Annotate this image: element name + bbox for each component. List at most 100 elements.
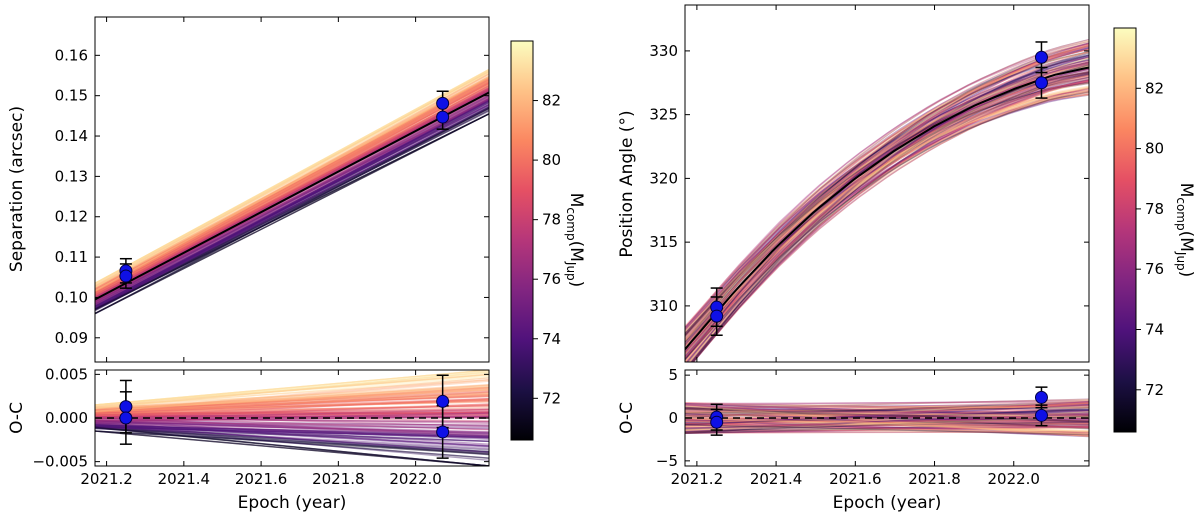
orbit-track <box>685 423 1089 435</box>
orbit-track <box>685 91 1089 331</box>
orbit-track <box>95 423 489 440</box>
orbit-track <box>95 101 489 310</box>
orbit-track <box>685 72 1089 345</box>
orbit-track <box>685 82 1089 356</box>
orbit-track <box>95 411 489 418</box>
orbit-track <box>95 420 489 428</box>
orbit-track <box>95 77 489 287</box>
orbit-track <box>95 97 489 306</box>
orbit-track <box>685 426 1089 432</box>
orbit-track <box>95 99 489 302</box>
orbit-track <box>685 66 1089 329</box>
orbit-track <box>685 59 1089 341</box>
orbit-track <box>95 70 489 284</box>
orbit-track <box>685 403 1089 424</box>
y-tick-label: 0.005 <box>45 365 88 383</box>
y-tick-label: 310 <box>649 297 678 315</box>
orbit-track <box>685 410 1089 418</box>
orbit-track <box>95 387 489 412</box>
orbit-track <box>685 404 1089 426</box>
orbit-track <box>95 412 489 422</box>
orbit-track <box>95 80 489 292</box>
orbit-track <box>95 76 489 288</box>
orbit-track <box>685 404 1089 408</box>
orbit-track <box>685 421 1089 434</box>
orbit-track <box>95 95 489 303</box>
orbit-track <box>685 54 1089 360</box>
orbit-track <box>95 422 489 448</box>
ylabel-position-angle-residuals: O-C <box>617 402 637 434</box>
orbit-track <box>685 425 1089 435</box>
orbit-track <box>685 82 1089 343</box>
orbit-track <box>95 418 489 423</box>
orbit-track <box>685 74 1089 332</box>
orbit-track <box>685 80 1089 362</box>
best-fit-line <box>685 66 1089 350</box>
orbit-track <box>685 94 1089 353</box>
orbit-track <box>95 79 489 295</box>
orbit-track <box>685 415 1089 419</box>
orbit-track <box>95 78 489 290</box>
orbit-track <box>685 407 1089 431</box>
orbit-track <box>95 412 489 415</box>
orbit-track <box>685 40 1089 346</box>
colorbar-tick-label: 82 <box>1145 79 1164 97</box>
orbit-track <box>95 88 489 293</box>
orbit-track <box>685 65 1089 329</box>
orbit-track <box>685 410 1089 429</box>
orbit-track <box>685 62 1089 339</box>
x-tick-label: 2021.4 <box>750 470 803 488</box>
best-fit-line <box>95 91 489 301</box>
orbit-track <box>95 413 489 416</box>
orbit-track <box>95 88 489 298</box>
orbit-track <box>95 384 489 412</box>
orbit-track <box>685 399 1089 417</box>
orbit-track <box>685 70 1089 354</box>
colorbar-tick-label: 72 <box>542 389 561 407</box>
orbit-track <box>95 75 489 287</box>
orbit-track <box>95 97 489 304</box>
best-fit-separation <box>95 91 489 301</box>
orbit-track <box>685 78 1089 336</box>
orbit-track <box>685 399 1089 409</box>
orbit-track <box>685 76 1089 345</box>
orbit-track <box>685 89 1089 359</box>
y-tick-label: 325 <box>649 106 678 124</box>
orbit-track <box>95 370 489 406</box>
orbit-track <box>685 414 1089 422</box>
orbit-track <box>685 404 1089 413</box>
orbit-track <box>95 76 489 293</box>
orbit-track <box>95 99 489 308</box>
orbit-track <box>692 73 1089 362</box>
orbit-track <box>95 389 489 413</box>
orbit-track <box>685 411 1089 431</box>
orbit-track <box>685 423 1089 433</box>
orbit-track <box>685 47 1089 333</box>
orbit-track <box>685 402 1089 434</box>
orbit-track <box>685 94 1089 332</box>
colorbar-tick-label: 82 <box>542 92 561 110</box>
orbit-track <box>685 406 1089 414</box>
orbit-track <box>685 47 1089 360</box>
colorbar-right: 72 74 76 78 80 82 Mcomp(MJup) <box>1113 27 1196 433</box>
orbit-track <box>685 403 1089 414</box>
orbit-track <box>685 425 1089 431</box>
orbit-track <box>686 61 1089 362</box>
orbit-track <box>95 100 489 305</box>
orbit-track <box>685 88 1089 347</box>
orbit-track <box>685 48 1089 335</box>
orbit-track <box>95 370 489 406</box>
orbit-track <box>95 426 489 466</box>
orbit-track <box>95 426 489 439</box>
orbit-track <box>692 78 1089 362</box>
orbit-track <box>685 72 1089 345</box>
orbit-track <box>95 420 489 433</box>
orbit-track <box>95 386 489 409</box>
orbit-track <box>685 423 1089 428</box>
orbit-track <box>685 54 1089 355</box>
orbit-track <box>95 100 489 310</box>
orbit-track <box>95 423 489 447</box>
orbit-track <box>685 403 1089 419</box>
orbit-track <box>95 416 489 437</box>
orbit-track <box>685 411 1089 437</box>
